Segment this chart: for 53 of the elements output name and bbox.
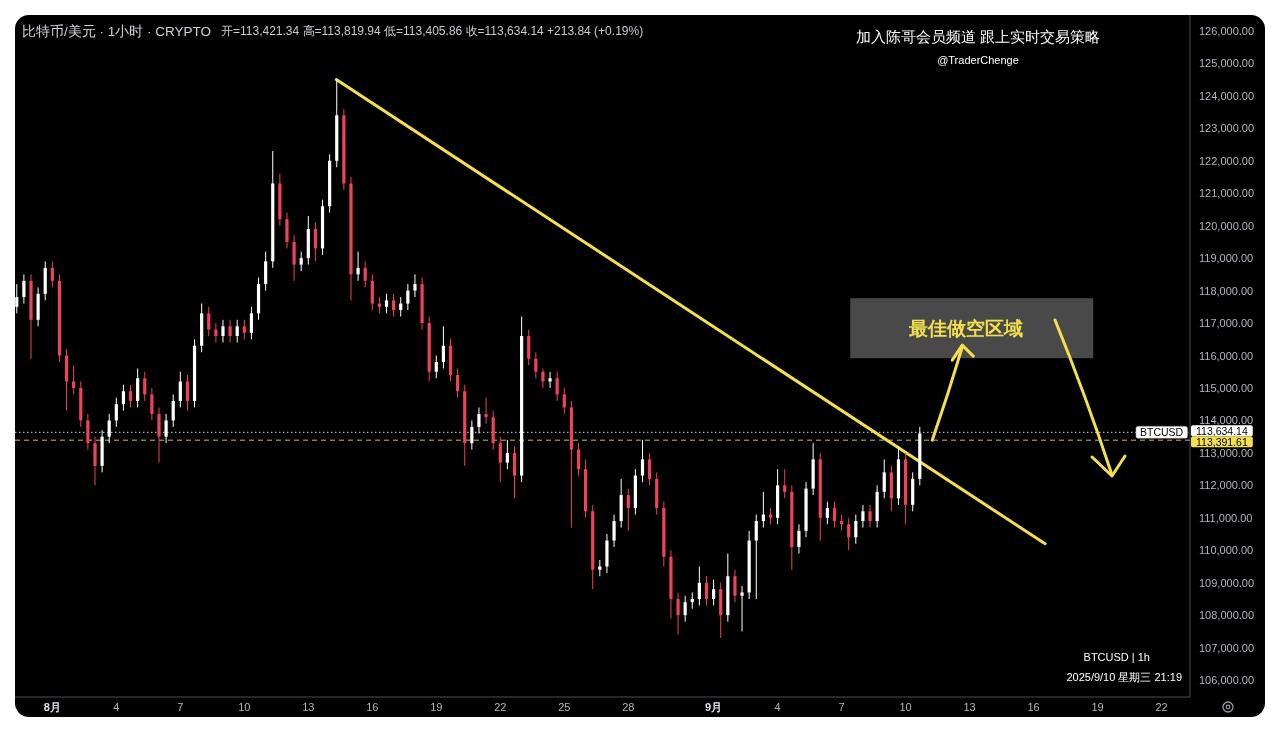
y-tick-label: 126,000.00 [1199, 24, 1255, 37]
x-tick-label: 19 [430, 701, 443, 713]
y-tick-label: 116,000.00 [1199, 349, 1254, 362]
y-tick-label: 113,000.00 [1199, 446, 1254, 459]
x-tick-label: 13 [302, 701, 315, 713]
x-tick-label: 28 [622, 701, 635, 713]
x-tick-label: 10 [899, 701, 912, 713]
y-tick-label: 123,000.00 [1199, 122, 1255, 135]
price-tag: 113,634.14 [1191, 425, 1253, 438]
annotation: 最佳做空区域 [850, 298, 1094, 359]
y-tick-label: 119,000.00 [1199, 252, 1254, 265]
y-tick-label: 122,000.00 [1199, 154, 1255, 167]
price-tag: 113,391.61 [1191, 436, 1253, 449]
annotation: BTCUSD | 1h [1083, 651, 1150, 663]
y-tick-label: 109,000.00 [1199, 576, 1255, 589]
y-tick-label: 108,000.00 [1199, 609, 1255, 622]
annotation: 加入陈哥会员频道 跟上实时交易策略 [855, 27, 1101, 45]
annotation: BTCUSD [1139, 426, 1184, 439]
subtitle: 开=113,421.34 高=113,819.94 低=113,405.86 收=113,634.14 +213.84 (+0.19%) [221, 24, 644, 38]
x-tick-label: 16 [366, 701, 379, 713]
x-tick-label: 22 [494, 701, 507, 713]
y-tick-label: 111,000.00 [1199, 511, 1253, 524]
annotation: 最佳做空区域 [908, 317, 1024, 339]
x-tick-label: 25 [558, 701, 571, 713]
x-tick-label: 7 [177, 701, 184, 713]
x-tick-label: 22 [1155, 701, 1168, 713]
x-tick-label: 8月 [43, 701, 61, 713]
annotation: BTCUSD [1135, 426, 1188, 439]
title: 比特币/美元 · 1小时 · CRYPTO [22, 23, 212, 39]
x-tick-label: 13 [963, 701, 976, 713]
y-tick-label: 114,000.00 [1199, 414, 1254, 427]
x-tick-label: 4 [774, 701, 781, 713]
y-tick-label: 112,000.00 [1199, 479, 1254, 492]
annotation: @TraderChenge [937, 54, 1019, 66]
x-tick-label: 19 [1091, 701, 1104, 713]
y-tick-label: 107,000.00 [1199, 641, 1255, 654]
y-tick-label: 117,000.00 [1199, 317, 1254, 330]
x-tick-label: 7 [838, 701, 845, 713]
x-tick-label: 9月 [705, 701, 723, 713]
y-tick-label: 120,000.00 [1199, 219, 1255, 232]
x-tick-label: 4 [113, 701, 120, 713]
y-tick-label: 124,000.00 [1199, 89, 1255, 102]
y-tick-label: 110,000.00 [1199, 544, 1254, 557]
ref-line-label: 113,391.61 [1196, 436, 1248, 449]
ref-line-label: 113,634.14 [1196, 425, 1248, 438]
annotation: 2025/9/10 星期三 21:19 [1066, 671, 1182, 683]
y-tick-label: 115,000.00 [1199, 381, 1254, 394]
x-tick-label: 16 [1027, 701, 1040, 713]
y-tick-label: 125,000.00 [1199, 57, 1255, 70]
y-tick-label: 118,000.00 [1199, 284, 1254, 297]
x-tick-label: 10 [238, 701, 251, 713]
y-tick-label: 106,000.00 [1199, 674, 1255, 687]
y-tick-label: 121,000.00 [1199, 187, 1255, 200]
